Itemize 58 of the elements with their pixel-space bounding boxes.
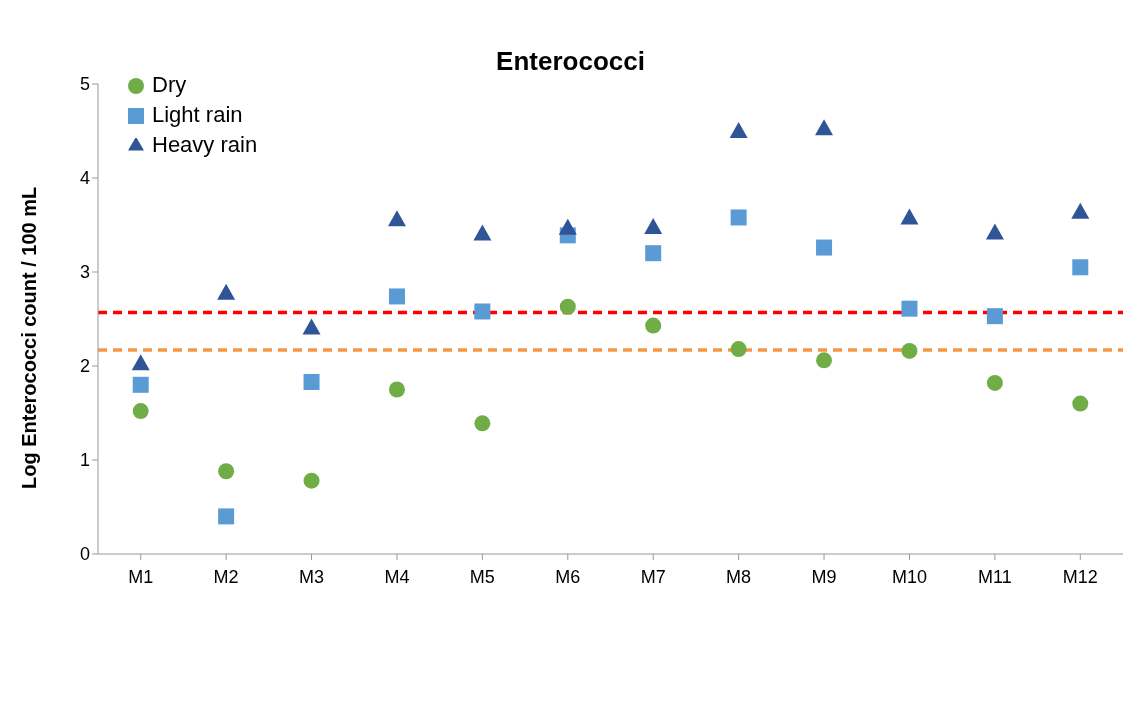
x-tick-label: M9 — [811, 566, 837, 587]
point — [474, 415, 491, 432]
point — [132, 403, 149, 420]
x-tick-label: M8 — [726, 566, 752, 587]
point — [644, 217, 663, 234]
y-tick-label: 5 — [79, 74, 90, 95]
legend-label: Heavy rain — [152, 132, 258, 157]
point — [303, 373, 320, 390]
point — [388, 288, 405, 305]
point — [1072, 259, 1089, 276]
chart-title: Enterococci — [496, 46, 645, 76]
y-tick-label: 4 — [79, 168, 90, 189]
x-tick-label: M12 — [1062, 566, 1098, 587]
point — [302, 318, 321, 335]
point — [1072, 395, 1089, 412]
point — [473, 224, 492, 241]
point — [1071, 202, 1090, 219]
point — [559, 298, 576, 315]
x-tick-label: M7 — [640, 566, 666, 587]
legend-label: Dry — [152, 72, 187, 97]
point — [218, 463, 235, 480]
point — [131, 354, 150, 371]
point — [985, 223, 1004, 240]
point — [132, 376, 149, 393]
y-axis-title: Log Enterococci count / 100 mL — [18, 186, 41, 489]
point — [730, 209, 747, 226]
point — [303, 472, 320, 489]
point — [730, 341, 747, 358]
point — [815, 119, 834, 136]
point — [729, 122, 748, 138]
y-tick-label: 1 — [79, 450, 90, 471]
point — [901, 300, 918, 317]
point — [986, 374, 1003, 391]
point — [218, 508, 235, 525]
point — [645, 245, 662, 262]
point — [901, 342, 918, 359]
y-tick-label: 2 — [79, 356, 90, 377]
x-tick-label: M11 — [978, 566, 1012, 587]
x-tick-label: M5 — [469, 566, 495, 587]
point — [474, 303, 491, 320]
point — [816, 352, 833, 369]
x-tick-label: M2 — [213, 566, 239, 587]
x-tick-label: M6 — [555, 566, 581, 587]
y-tick-label: 3 — [79, 262, 90, 283]
point — [387, 210, 406, 227]
point — [388, 381, 405, 398]
point — [986, 308, 1003, 325]
y-tick-label: 0 — [79, 544, 90, 565]
point — [558, 218, 577, 235]
point — [900, 208, 919, 225]
x-tick-label: M1 — [128, 566, 154, 587]
x-tick-label: M4 — [384, 566, 410, 587]
point — [816, 239, 833, 256]
legend-label: Light rain — [152, 102, 243, 127]
point — [217, 283, 236, 300]
x-tick-label: M3 — [299, 566, 325, 587]
point — [645, 317, 662, 334]
x-tick-label: M10 — [891, 566, 927, 587]
